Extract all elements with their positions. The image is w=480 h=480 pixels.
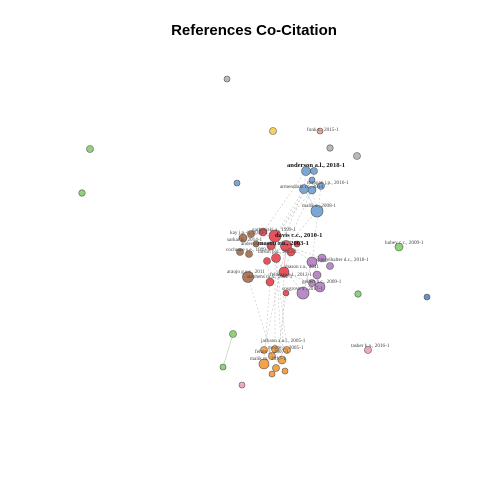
chart-title: References Co-Citation (171, 22, 337, 39)
node-layer (78, 75, 431, 389)
node-label-3: mangan j.p., 2016-1 (307, 180, 349, 186)
n-teal-1[interactable] (394, 242, 404, 252)
node-label-5: malik a., 2008-1 (302, 203, 336, 209)
node-label-20: hubey c.c., 2009-1 (385, 240, 424, 246)
n-orange-7[interactable] (272, 364, 280, 372)
n-gray-1[interactable] (223, 75, 231, 83)
n-red-10[interactable] (282, 289, 290, 297)
node-label-10: mason r.a., 2003-1 (258, 240, 309, 247)
edge-20 (275, 257, 283, 361)
n-brown-1[interactable] (238, 233, 248, 243)
node-label-8: davis c.c., 2010-1 (275, 232, 322, 239)
n-gray-3[interactable] (353, 152, 361, 160)
n-purple-7[interactable] (308, 279, 316, 287)
n-brown-5[interactable] (242, 271, 254, 283)
n-green-5[interactable] (219, 363, 227, 371)
edge-11 (275, 257, 304, 294)
n-blue-3[interactable] (308, 176, 316, 184)
node-label-24: malik m., 2017-1 (250, 356, 286, 362)
n-blue-5[interactable] (307, 185, 317, 195)
label-layer: funk c., 2015-1 anderson a.l., 2018-1 mang… (226, 126, 424, 362)
n-red-6[interactable] (271, 253, 281, 263)
n-yellow-1[interactable] (269, 127, 277, 135)
n-orange-5[interactable] (277, 355, 287, 365)
n-green-4[interactable] (229, 330, 237, 338)
edge-18 (247, 276, 273, 357)
n-gray-2[interactable] (326, 144, 334, 152)
node-label-11: anderson m., 2014-1 (241, 241, 284, 247)
edge-17 (263, 245, 287, 351)
node-label-14: spiegelhalter d.c., 2018-1 (316, 257, 369, 263)
n-purple-6[interactable] (296, 286, 310, 300)
node-label-25: tasker k.a., 2016-1 (351, 343, 390, 349)
n-red-9[interactable] (265, 277, 275, 287)
edge-1 (274, 188, 305, 237)
n-orange-4[interactable] (268, 352, 276, 360)
node-label-19: cosgrove a., 2017-1 (282, 286, 323, 292)
n-orange-1[interactable] (260, 346, 268, 354)
n-orange-3[interactable] (283, 346, 291, 354)
edge-19 (275, 292, 287, 369)
n-purple-5[interactable] (314, 281, 326, 293)
n-green-2[interactable] (78, 189, 86, 197)
node-label-2: anderson a.l., 2018-1 (287, 162, 345, 169)
n-purple-4[interactable] (312, 270, 322, 280)
n-green-1[interactable] (86, 145, 94, 153)
n-brown-3[interactable] (236, 248, 244, 256)
n-purple-1[interactable] (306, 256, 318, 268)
n-red-11[interactable] (293, 240, 301, 248)
edge-5 (311, 185, 322, 263)
edge-14 (275, 257, 288, 351)
n-brown-4[interactable] (245, 250, 253, 258)
edge-37 (303, 170, 307, 190)
n-blue-2[interactable] (310, 167, 318, 175)
n-blue-iso[interactable] (233, 179, 241, 187)
node-label-15: araujo g.s.e., 2011 (227, 269, 265, 275)
node-label-12: cochrane s.e., 1999-1 (226, 247, 271, 253)
n-orange-9[interactable] (268, 370, 276, 378)
node-label-13: larson p.d., 2013-1 (258, 249, 297, 255)
n-blue-7[interactable] (310, 204, 324, 218)
n-purple-2[interactable] (317, 253, 327, 263)
n-pink-1[interactable] (364, 346, 372, 354)
n-darkblue-1[interactable] (423, 293, 431, 301)
node-label-7: kay j.p.-i., 2010-1 (230, 230, 268, 236)
edge-15 (281, 271, 285, 361)
n-red-3[interactable] (266, 241, 276, 251)
n-brown-6[interactable] (252, 240, 260, 248)
node-label-1: funk c., 2015-1 (307, 126, 339, 133)
node-label-22: moore c., 2005-1 (268, 345, 304, 351)
solid-edge-1 (222, 333, 234, 368)
edge-7 (274, 189, 313, 237)
node-label-4: armendariz r.r., 2014 (280, 184, 323, 190)
n-orange-8[interactable] (281, 367, 289, 375)
n-red-8[interactable] (278, 266, 290, 278)
node-label-18: gellert b.c., 2009-1 (302, 279, 342, 285)
n-red-5[interactable] (286, 247, 296, 257)
n-orange-6[interactable] (258, 358, 270, 370)
n-purple-3[interactable] (326, 262, 334, 270)
n-red-7[interactable] (263, 257, 271, 265)
node-label-26: mason r.a., 2011 (285, 264, 319, 270)
n-orange-2[interactable] (271, 345, 279, 353)
n-red-2[interactable] (268, 229, 282, 243)
node-label-16: feldman e.l., 2012-1 (270, 271, 312, 278)
n-pink-2[interactable] (238, 381, 246, 389)
node-label-6: garbowski a., 1999-1 (252, 227, 296, 233)
n-red-1[interactable] (258, 227, 268, 237)
n-brown-2[interactable] (247, 230, 255, 238)
edge-9 (274, 235, 313, 263)
n-salmon-1[interactable] (316, 127, 324, 135)
edge-4 (262, 170, 307, 233)
n-green-3[interactable] (354, 290, 362, 298)
node-label-9: sarkar b., 2014-1 (227, 237, 263, 243)
n-blue-6[interactable] (317, 182, 325, 190)
node-label-17: stephens m.a., 2002-1 (247, 274, 293, 280)
node-label-23: felton j., 2007-1 (255, 348, 289, 355)
node-label-21: jackson a.a.l., 2005-1 (260, 338, 306, 344)
